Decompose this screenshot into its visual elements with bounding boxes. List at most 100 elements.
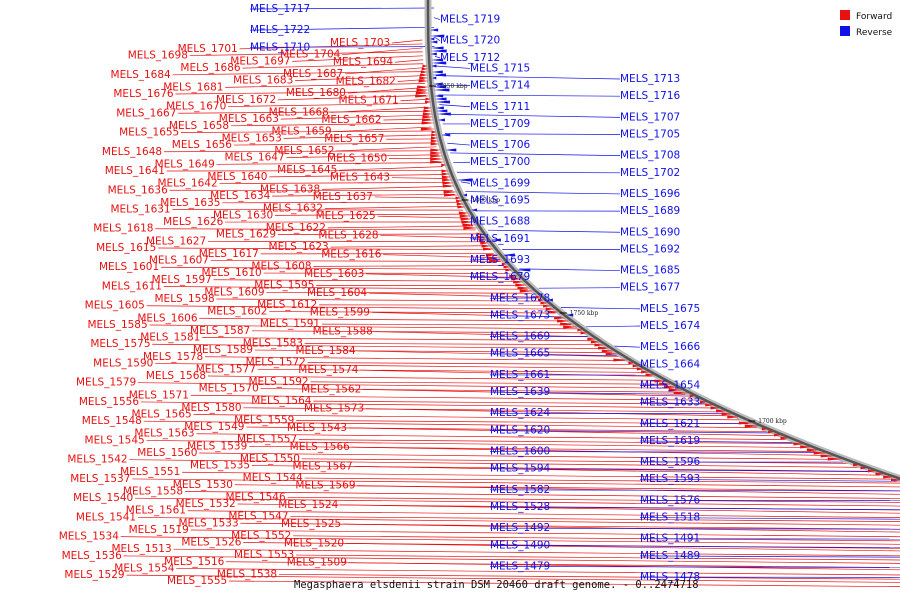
forward-gene-mark	[461, 220, 475, 224]
forward-gene-label: MELS_1667	[116, 107, 176, 119]
forward-leader-line	[146, 440, 809, 448]
reverse-gene-label: MELS_1689	[620, 205, 680, 217]
forward-gene-mark	[420, 127, 436, 131]
forward-gene-mark	[462, 223, 477, 227]
reverse-gene-label: MELS_1690	[620, 226, 680, 238]
reverse-gene-label: MELS_1696	[620, 188, 680, 200]
forward-gene-mark	[430, 136, 438, 140]
forward-leader-line	[277, 233, 479, 235]
forward-gene-mark	[636, 367, 644, 371]
forward-gene-label: MELS_1629	[216, 229, 276, 241]
forward-gene-mark	[415, 94, 431, 98]
reverse-gene-label: MELS_1582	[490, 484, 550, 496]
forward-gene-mark	[659, 382, 672, 386]
forward-leader-line	[272, 193, 455, 197]
forward-leader-line	[234, 484, 900, 492]
reverse-legend-label: Reverse	[856, 28, 893, 38]
forward-swatch	[840, 10, 850, 20]
reverse-gene-label: MELS_1719	[440, 14, 500, 26]
forward-leader-line	[190, 394, 699, 401]
forward-gene-label: MELS_1551	[120, 466, 180, 478]
forward-leader-line	[246, 426, 770, 433]
forward-gene-label: MELS_1656	[172, 139, 232, 151]
forward-gene-label: MELS_1597	[152, 274, 212, 286]
forward-gene-mark	[806, 448, 819, 452]
forward-gene-label: MELS_1552	[231, 530, 291, 542]
reverse-gene-label: MELS_1596	[640, 456, 700, 468]
forward-leader-line	[333, 126, 432, 133]
forward-gene-label: MELS_1591	[260, 318, 320, 330]
forward-gene-label: MELS_1649	[155, 158, 215, 170]
forward-gene-label: MELS_1634	[210, 190, 270, 202]
forward-gene-label: MELS_1647	[224, 152, 284, 164]
forward-leader-line	[340, 504, 900, 514]
reverse-gene-label: MELS_1685	[620, 265, 680, 277]
forward-gene-mark	[883, 475, 894, 479]
forward-leader-line	[287, 496, 900, 503]
forward-leader-line	[155, 228, 476, 231]
forward-gene-label: MELS_1535	[190, 460, 250, 472]
forward-gene-mark	[860, 466, 868, 470]
reverse-gene-label: MELS_1600	[490, 446, 550, 458]
forward-gene-mark	[613, 358, 629, 362]
reverse-gene-mark	[516, 268, 531, 272]
reverse-leader-line	[639, 478, 900, 482]
kbp-marker-label: 1850 kbp	[439, 83, 468, 90]
forward-gene-mark	[590, 340, 600, 344]
forward-leader-line	[149, 324, 577, 330]
forward-leader-line	[330, 245, 488, 248]
forward-gene-mark	[774, 433, 782, 437]
forward-gene-label: MELS_1612	[257, 299, 317, 311]
reverse-gene-label: MELS_1695	[470, 195, 530, 207]
forward-leader-line	[366, 273, 516, 278]
forward-gene-label: MELS_1548	[82, 415, 142, 427]
forward-gene-label: MELS_1599	[310, 306, 370, 318]
reverse-gene-label: MELS_1673	[490, 309, 550, 321]
reverse-gene-mark	[566, 313, 574, 317]
forward-gene-label: MELS_1663	[219, 113, 279, 125]
forward-gene-label: MELS_1595	[254, 280, 314, 292]
forward-gene-label: MELS_1592	[248, 376, 308, 388]
forward-gene-label: MELS_1607	[149, 255, 209, 267]
forward-gene-mark	[422, 115, 434, 119]
forward-gene-mark	[456, 199, 463, 203]
reverse-gene-label: MELS_1621	[640, 418, 700, 430]
forward-leader-line	[143, 420, 760, 429]
forward-leader-line	[336, 146, 437, 152]
forward-leader-line	[295, 75, 425, 81]
forward-leader-line	[160, 266, 508, 270]
forward-gene-label: MELS_1578	[143, 351, 203, 363]
forward-leader-line	[307, 362, 632, 365]
reverse-leader-line	[639, 440, 809, 444]
reverse-gene-label: MELS_1710	[250, 41, 310, 53]
forward-gene-mark	[710, 406, 720, 410]
reverse-gene-label: MELS_1669	[490, 331, 550, 343]
forward-gene-label: MELS_1540	[73, 492, 133, 504]
reverse-gene-label: MELS_1619	[640, 435, 700, 447]
forward-leader-line	[181, 130, 433, 133]
reverse-gene-label: MELS_1518	[640, 512, 700, 524]
forward-gene-mark	[545, 307, 555, 311]
forward-gene-mark	[441, 172, 450, 176]
forward-gene-mark	[645, 373, 655, 377]
forward-gene-label: MELS_1686	[180, 62, 240, 74]
reverse-gene-mark	[471, 208, 478, 212]
forward-leader-line	[205, 356, 626, 361]
forward-leader-line	[163, 286, 528, 290]
forward-gene-label: MELS_1615	[96, 242, 156, 254]
forward-gene-mark	[458, 211, 469, 215]
forward-gene-label: MELS_1628	[318, 229, 378, 241]
forward-gene-label: MELS_1617	[199, 248, 259, 260]
forward-leader-line	[304, 477, 900, 484]
forward-gene-label: MELS_1641	[105, 165, 165, 177]
reverse-leader-line	[447, 142, 471, 146]
forward-leader-line	[222, 201, 459, 204]
forward-gene-mark	[421, 118, 434, 122]
forward-gene-label: MELS_1567	[293, 460, 353, 472]
forward-gene-label: MELS_1532	[176, 498, 236, 510]
reverse-gene-label: MELS_1716	[620, 90, 680, 102]
reverse-leader-line	[489, 391, 700, 395]
forward-gene-label: MELS_1509	[287, 557, 347, 569]
forward-gene-mark	[418, 79, 429, 83]
forward-gene-label: MELS_1565	[132, 408, 192, 420]
